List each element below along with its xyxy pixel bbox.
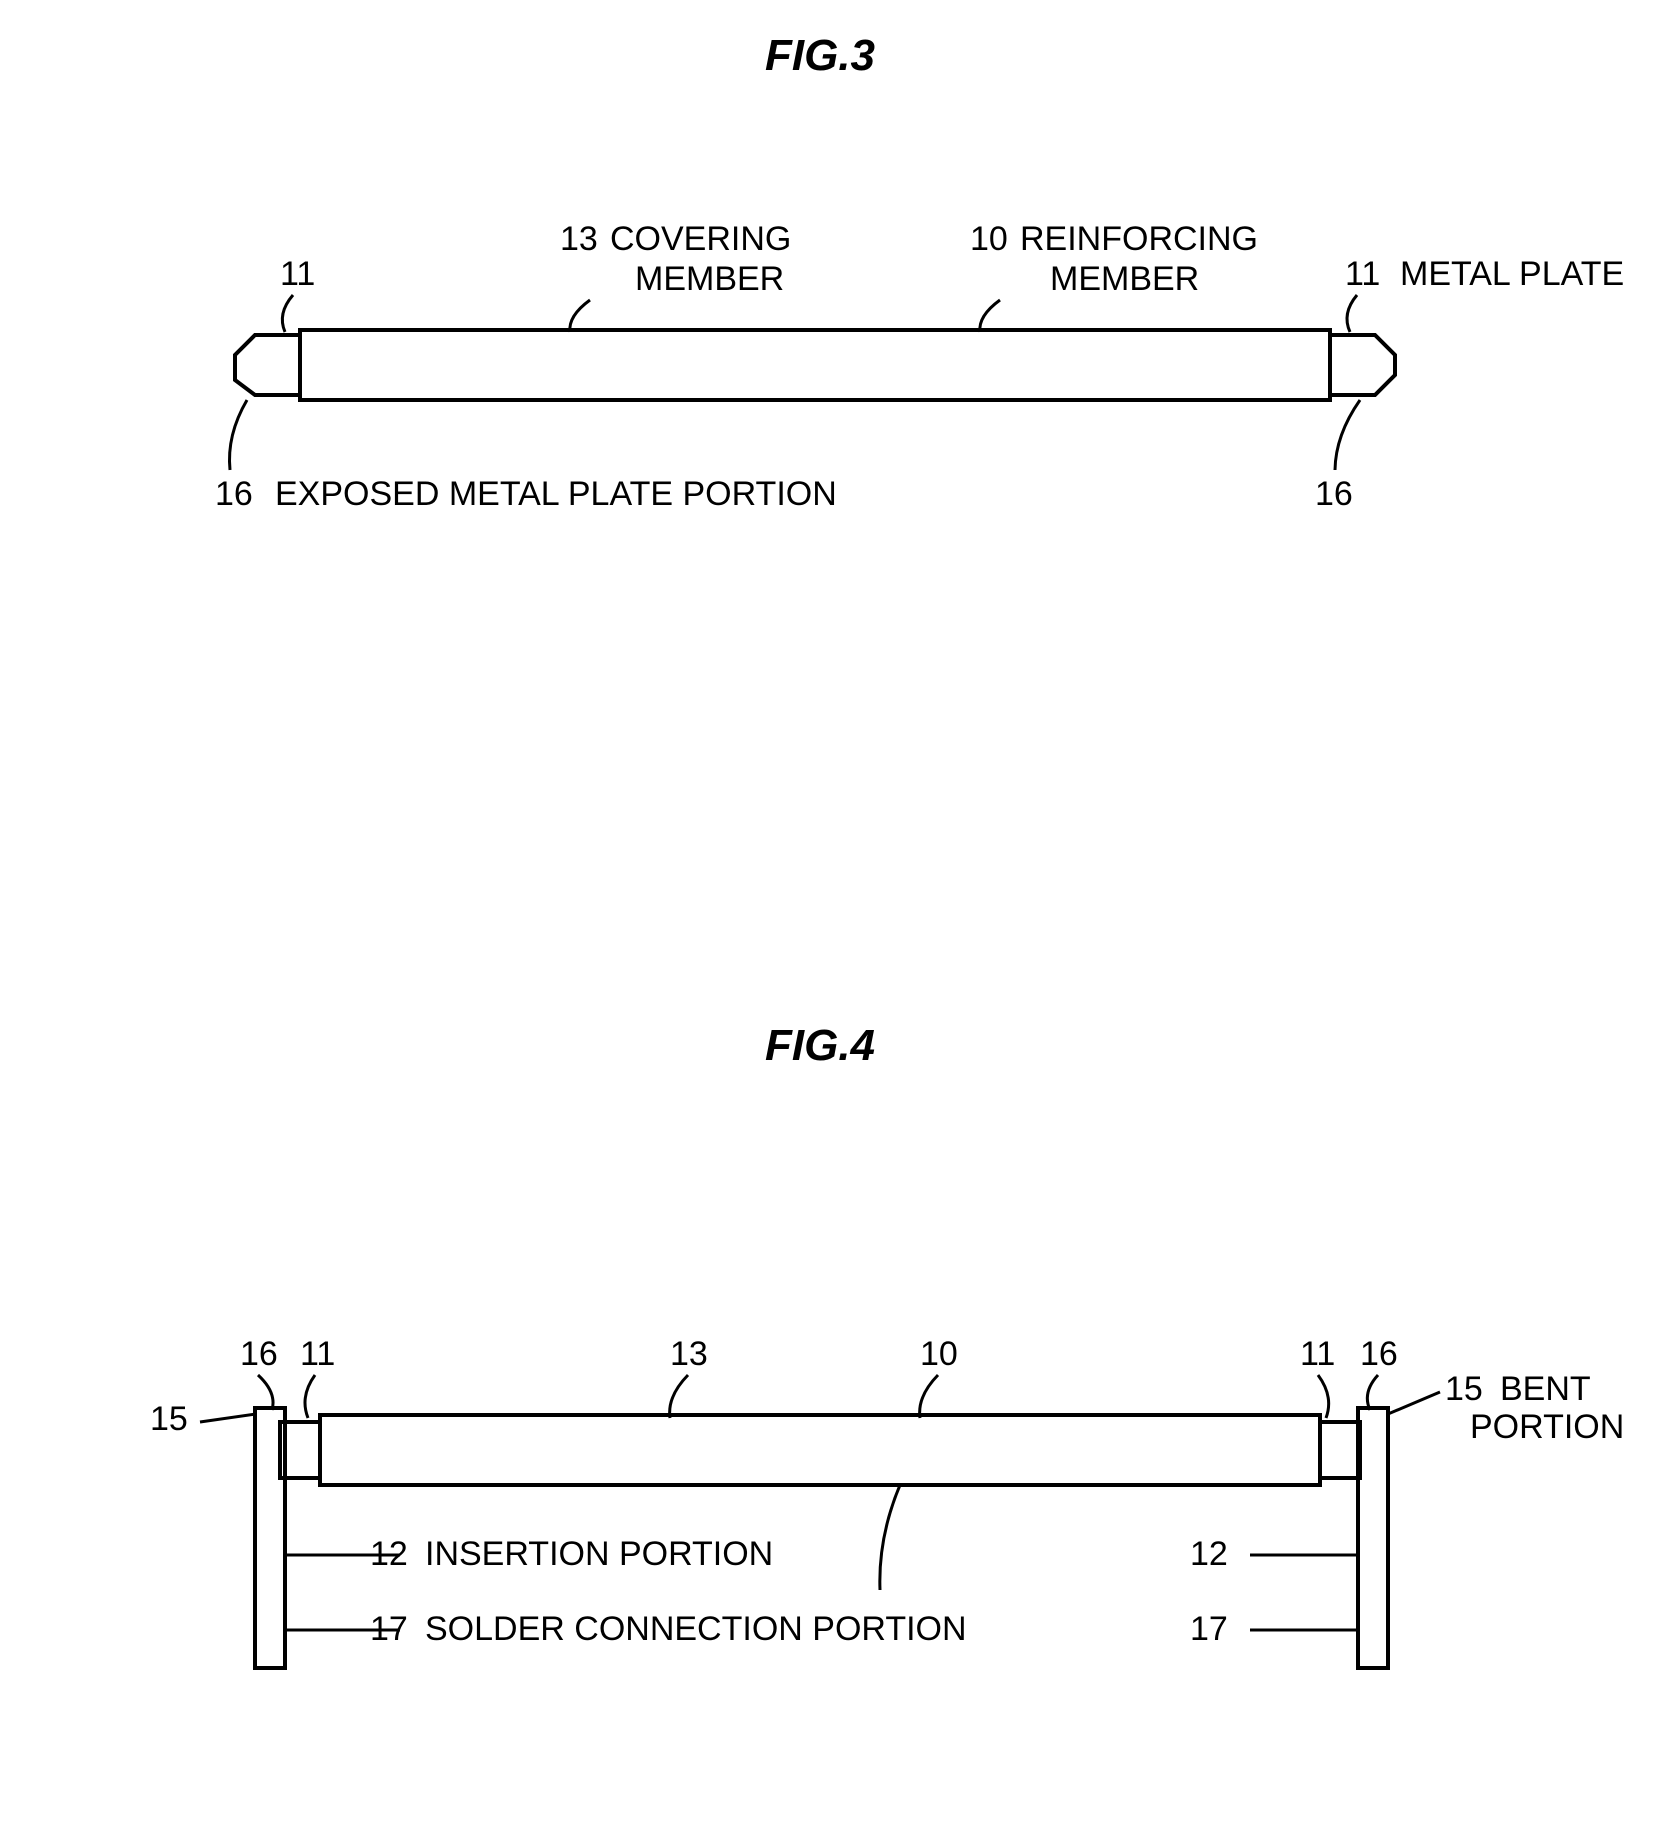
label-17-name: SOLDER CONNECTION PORTION bbox=[425, 1610, 967, 1648]
label-10: 10 bbox=[920, 1335, 958, 1373]
leader-line bbox=[1388, 1392, 1440, 1414]
leader-line bbox=[1318, 1375, 1329, 1418]
leader-line bbox=[200, 1414, 256, 1422]
leader-line bbox=[1367, 1375, 1378, 1410]
leader-line bbox=[880, 1485, 900, 1590]
fig4-right-stub bbox=[1320, 1422, 1360, 1478]
leader-line bbox=[920, 1375, 938, 1418]
label-11-name: METAL PLATE bbox=[1400, 255, 1624, 293]
leader-line bbox=[258, 1375, 273, 1410]
label-11: 11 bbox=[1345, 255, 1380, 293]
figure-title: FIG.4 bbox=[765, 1021, 875, 1070]
label-10: 10 bbox=[970, 220, 1008, 258]
label-13: 13 bbox=[670, 1335, 708, 1373]
fig3-covering-bar bbox=[300, 330, 1330, 400]
leader-line bbox=[305, 1375, 315, 1418]
label-16: 16 bbox=[1360, 1335, 1398, 1373]
leader-line bbox=[980, 300, 1000, 332]
label-16: 16 bbox=[1315, 475, 1353, 513]
label-15-name: BENT bbox=[1500, 1370, 1591, 1408]
label-13-name: MEMBER bbox=[635, 260, 784, 298]
label-10-name: REINFORCING bbox=[1020, 220, 1258, 258]
label-11: 11 bbox=[300, 1335, 335, 1373]
label-15: 15 bbox=[1445, 1370, 1483, 1408]
fig4-covering-bar bbox=[320, 1415, 1320, 1485]
label-10-name: MEMBER bbox=[1050, 260, 1199, 298]
label-17: 17 bbox=[1190, 1610, 1228, 1648]
label-13-name: COVERING bbox=[610, 220, 791, 258]
figure-title: FIG.3 bbox=[765, 31, 875, 80]
label-15: 15 bbox=[150, 1400, 188, 1438]
label-16: 16 bbox=[240, 1335, 278, 1373]
leader-line bbox=[1347, 295, 1357, 332]
leader-line bbox=[570, 300, 590, 332]
leader-line bbox=[282, 295, 293, 332]
label-15-name: PORTION bbox=[1470, 1408, 1624, 1446]
label-12: 12 bbox=[370, 1535, 408, 1573]
leader-line bbox=[1335, 400, 1360, 470]
label-12: 12 bbox=[1190, 1535, 1228, 1573]
leader-line bbox=[670, 1375, 688, 1418]
fig3-right-tip bbox=[1330, 335, 1395, 395]
leader-line bbox=[229, 400, 247, 470]
label-17: 17 bbox=[370, 1610, 408, 1648]
fig3-left-tip bbox=[235, 335, 300, 395]
label-16-name: EXPOSED METAL PLATE PORTION bbox=[275, 475, 837, 513]
label-13: 13 bbox=[560, 220, 598, 258]
label-11: 11 bbox=[280, 255, 315, 293]
label-16: 16 bbox=[215, 475, 253, 513]
label-11: 11 bbox=[1300, 1335, 1335, 1373]
label-12-name: INSERTION PORTION bbox=[425, 1535, 773, 1573]
fig4-right-leg bbox=[1358, 1408, 1388, 1668]
